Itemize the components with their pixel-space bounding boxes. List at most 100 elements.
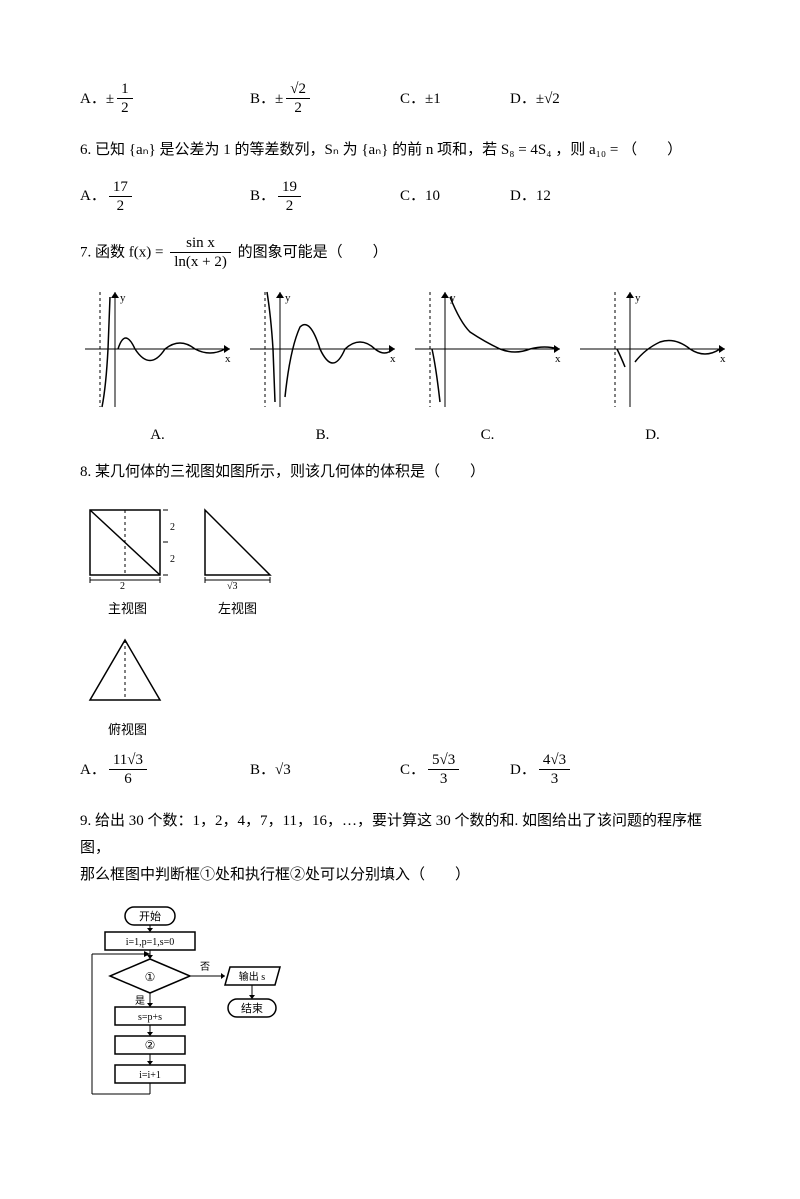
option-d: D．±√2 bbox=[510, 86, 640, 113]
svg-text:x: x bbox=[225, 353, 231, 365]
flow-output: 输出 s bbox=[239, 970, 265, 983]
flowchart-svg: 开始 i=1,p=1,s=0 ① 是 否 s=p+s bbox=[80, 904, 300, 1134]
option-d: D． 4√3 3 bbox=[510, 751, 640, 790]
fraction: 17 2 bbox=[109, 178, 132, 217]
numerator: 17 bbox=[109, 178, 132, 197]
dim-label: 2 bbox=[120, 581, 125, 590]
option-c: C．10 bbox=[400, 183, 510, 210]
fraction: sin x ln(x + 2) bbox=[170, 234, 231, 273]
svg-text:x: x bbox=[390, 353, 396, 365]
svg-text:y: y bbox=[285, 292, 291, 304]
dim-label: √3 bbox=[227, 581, 238, 590]
q6-options: A． 17 2 B． 19 2 C．10 D．12 bbox=[80, 178, 730, 217]
graph-label: B. bbox=[245, 422, 400, 449]
q7-suffix: 的图象可能是（ ） bbox=[238, 245, 388, 261]
flow-step1: s=p+s bbox=[138, 1012, 162, 1023]
graph-label: A. bbox=[80, 422, 235, 449]
fraction: 4√3 3 bbox=[539, 751, 570, 790]
svg-text:x: x bbox=[720, 353, 726, 365]
graph-d: y x D. bbox=[575, 287, 730, 449]
opt-label: D． bbox=[510, 757, 536, 784]
numerator: 1 bbox=[117, 80, 133, 99]
q9-line2: 那么框图中判断框①处和执行框②处可以分别填入（ ） bbox=[80, 862, 730, 889]
q6-text: 6. 已知 {aₙ} 是公差为 1 的等差数列，Sₙ 为 {aₙ} 的前 n 项… bbox=[80, 142, 682, 158]
denominator: 2 bbox=[286, 99, 310, 119]
graph-b: y x B. bbox=[245, 287, 400, 449]
left-view: √3 左视图 bbox=[195, 500, 280, 621]
top-view: 俯视图 bbox=[80, 630, 175, 741]
numerator: √2 bbox=[286, 80, 310, 99]
svg-text:y: y bbox=[635, 292, 641, 304]
opt-label: A． bbox=[80, 86, 106, 113]
q8-text: 8. 某几何体的三视图如图所示，则该几何体的体积是（ ） bbox=[80, 464, 485, 480]
main-view-svg: 2 2 2 bbox=[80, 500, 175, 590]
denominator: 2 bbox=[278, 197, 301, 217]
option-a: A． 17 2 bbox=[80, 178, 250, 217]
numerator: 11√3 bbox=[109, 751, 147, 770]
view-label: 左视图 bbox=[195, 597, 280, 620]
flowchart: 开始 i=1,p=1,s=0 ① 是 否 s=p+s bbox=[80, 904, 730, 1144]
fraction: 5√3 3 bbox=[428, 751, 459, 790]
opt-label: B． bbox=[250, 86, 275, 113]
question-7: 7. 函数 f(x) = sin x ln(x + 2) 的图象可能是（ ） bbox=[80, 234, 730, 273]
graph-d-svg: y x bbox=[575, 287, 730, 412]
graph-c-svg: y x bbox=[410, 287, 565, 412]
numerator: 19 bbox=[278, 178, 301, 197]
opt-text: B．√3 bbox=[250, 757, 291, 784]
option-c: C．±1 bbox=[400, 86, 510, 113]
q7-prefix: 7. 函数 f(x) = bbox=[80, 245, 167, 261]
denominator: 3 bbox=[539, 770, 570, 790]
flow-step2: ② bbox=[145, 1038, 156, 1052]
opt-text: D．±√2 bbox=[510, 86, 560, 113]
graph-label: C. bbox=[410, 422, 565, 449]
question-6: 6. 已知 {aₙ} 是公差为 1 的等差数列，Sₙ 为 {aₙ} 的前 n 项… bbox=[80, 137, 730, 164]
flow-init: i=1,p=1,s=0 bbox=[126, 937, 175, 948]
opt-label: A． bbox=[80, 757, 106, 784]
view-label: 主视图 bbox=[80, 597, 175, 620]
numerator: 5√3 bbox=[428, 751, 459, 770]
option-d: D．12 bbox=[510, 183, 640, 210]
main-view: 2 2 2 主视图 bbox=[80, 500, 175, 621]
q8-options: A． 11√3 6 B．√3 C． 5√3 3 D． 4√3 3 bbox=[80, 751, 730, 790]
option-a: A． 11√3 6 bbox=[80, 751, 250, 790]
dim-label: 2 bbox=[170, 554, 175, 565]
flow-start: 开始 bbox=[139, 909, 161, 923]
denominator: 2 bbox=[117, 99, 133, 119]
numerator: 4√3 bbox=[539, 751, 570, 770]
graph-label: D. bbox=[575, 422, 730, 449]
graph-a: y x A. bbox=[80, 287, 235, 449]
flow-yes: 是 bbox=[135, 995, 145, 1007]
opt-label: C． bbox=[400, 757, 425, 784]
svg-text:x: x bbox=[555, 353, 561, 365]
opt-label: B． bbox=[250, 183, 275, 210]
dim-label: 2 bbox=[170, 522, 175, 533]
opt-sign: ± bbox=[106, 86, 114, 113]
denominator: 2 bbox=[109, 197, 132, 217]
left-view-svg: √3 bbox=[195, 500, 280, 590]
top-view-svg bbox=[80, 630, 175, 710]
view-label: 俯视图 bbox=[80, 718, 175, 741]
flow-no: 否 bbox=[200, 961, 210, 973]
graph-c: y x C. bbox=[410, 287, 565, 449]
denominator: 6 bbox=[109, 770, 147, 790]
flow-diamond: ① bbox=[145, 970, 156, 984]
opt-sign: ± bbox=[275, 86, 283, 113]
denominator: ln(x + 2) bbox=[170, 253, 231, 273]
fraction: √2 2 bbox=[286, 80, 310, 119]
option-a: A． ± 1 2 bbox=[80, 80, 250, 119]
fraction: 19 2 bbox=[278, 178, 301, 217]
graph-a-svg: y x bbox=[80, 287, 235, 412]
opt-text: D．12 bbox=[510, 183, 551, 210]
three-views: 2 2 2 主视图 √3 左视图 bbox=[80, 500, 730, 742]
option-b: B． 19 2 bbox=[250, 178, 400, 217]
option-b: B．√3 bbox=[250, 757, 400, 784]
denominator: 3 bbox=[428, 770, 459, 790]
question-9: 9. 给出 30 个数：1，2，4，7，11，16，…，要计算这 30 个数的和… bbox=[80, 808, 730, 889]
numerator: sin x bbox=[170, 234, 231, 253]
flow-end: 结束 bbox=[241, 1002, 263, 1015]
opt-label: A． bbox=[80, 183, 106, 210]
svg-text:y: y bbox=[120, 292, 126, 304]
fraction: 1 2 bbox=[117, 80, 133, 119]
graph-b-svg: y x bbox=[245, 287, 400, 412]
q7-graphs: y x A. y x B. bbox=[80, 287, 730, 449]
